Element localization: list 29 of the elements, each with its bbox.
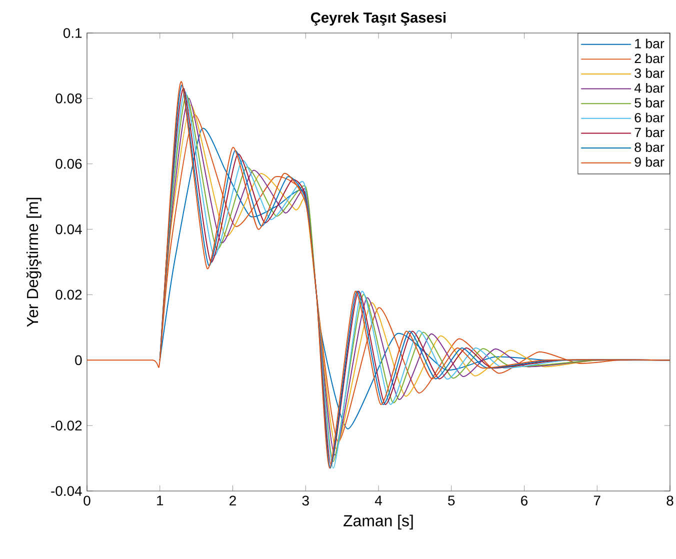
- y-tick-label: 0.1: [63, 28, 82, 38]
- y-tick-label: 0.02: [56, 290, 82, 300]
- x-tick-label: 6: [521, 496, 528, 506]
- x-tick-label: 8: [666, 496, 674, 506]
- y-tick-label: 0.06: [56, 158, 82, 169]
- x-axis-title: Zaman [s]: [344, 514, 413, 530]
- x-tick-label: 4: [374, 496, 382, 506]
- legend-label: 7 bar: [634, 127, 664, 138]
- x-tick-label: 7: [594, 496, 600, 506]
- x-tick-label: 3: [302, 496, 309, 506]
- legend-label: 6 bar: [634, 112, 664, 122]
- y-tick-label: -0.04: [51, 486, 82, 496]
- legend-label: 1 bar: [635, 38, 664, 48]
- y-tick-label: 0.04: [56, 224, 82, 234]
- y-axis-title: Yer Değiştirme [m]: [26, 198, 42, 327]
- legend-label: 3 bar: [634, 68, 664, 78]
- x-tick-label: 2: [230, 496, 236, 506]
- x-tick-label: 5: [448, 496, 455, 506]
- legend-label: 5 bar: [634, 98, 664, 108]
- legend-label: 8 bar: [634, 142, 664, 152]
- chart-title: Çeyrek Taşıt Şasesi: [311, 12, 446, 26]
- y-tick-label: 0: [75, 355, 82, 366]
- y-tick-label: -0.02: [51, 420, 82, 431]
- y-tick-label: 0.08: [56, 93, 82, 104]
- legend-label: 4 bar: [634, 82, 664, 93]
- x-tick-label: 0: [84, 496, 90, 506]
- x-tick-label: 1: [157, 496, 164, 506]
- legend-label: 2 bar: [634, 53, 664, 64]
- legend-label: 9 bar: [634, 157, 664, 167]
